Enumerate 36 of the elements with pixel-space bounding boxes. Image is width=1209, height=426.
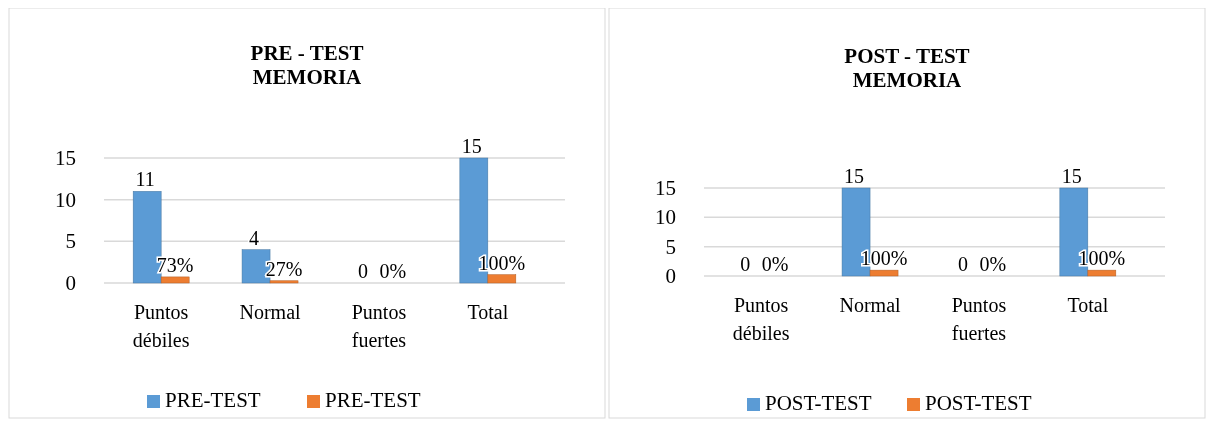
data-label: 15: [461, 135, 482, 157]
legend-label: PRE-TEST: [325, 388, 421, 412]
y-tick-label: 5: [65, 229, 76, 254]
x-tick-label: Total: [1067, 294, 1109, 316]
chart-title: POST - TEST MEMORIA: [844, 44, 970, 92]
x-tick-label: Puntos fuertes: [351, 301, 407, 351]
legend-label: POST-TEST: [765, 391, 872, 415]
x-tick-label: Puntos débiles: [132, 301, 190, 351]
x-tick-label: Total: [467, 301, 509, 323]
data-label: 15: [844, 165, 865, 187]
data-label: 0: [957, 253, 968, 275]
y-tick-label: 15: [655, 176, 676, 200]
y-tick-label: 10: [655, 205, 676, 230]
data-label: 0: [740, 253, 751, 275]
data-label: 0%: [379, 260, 407, 282]
y-tick-label: 5: [665, 234, 676, 259]
x-tick-label: Puntos fuertes: [951, 294, 1007, 344]
chart-title: PRE - TEST MEMORIA: [250, 41, 364, 89]
data-label: 0%: [761, 253, 789, 275]
data-label: 0: [357, 260, 368, 282]
y-tick-label: 15: [55, 146, 76, 170]
data-label: 4: [249, 226, 260, 249]
y-tick-label: 0: [65, 271, 76, 295]
y-tick-label: 10: [55, 187, 76, 212]
data-label: 0%: [979, 253, 1007, 275]
x-tick-label: Puntos débiles: [732, 294, 790, 344]
legend-label: PRE-TEST: [165, 388, 261, 412]
bar: [269, 280, 299, 284]
bar: [487, 274, 517, 284]
data-label: 11: [135, 168, 155, 191]
x-tick-label: Normal: [839, 294, 902, 316]
bar: [160, 276, 190, 284]
data-label: 15: [1061, 165, 1082, 187]
x-tick-label: Normal: [239, 301, 302, 323]
y-tick-label: 0: [665, 264, 676, 288]
legend-label: POST-TEST: [925, 391, 1032, 415]
